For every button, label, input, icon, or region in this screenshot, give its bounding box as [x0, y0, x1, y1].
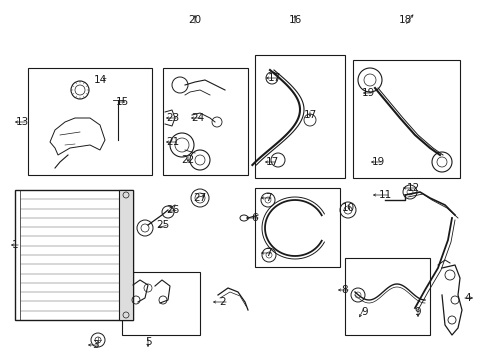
- Bar: [163, 68, 247, 175]
- Text: 25: 25: [156, 220, 169, 230]
- Text: 3: 3: [92, 340, 98, 350]
- Bar: [15, 190, 133, 320]
- Text: 9: 9: [361, 307, 367, 317]
- Text: 27: 27: [193, 193, 206, 203]
- Text: 7: 7: [264, 193, 271, 203]
- Text: 17: 17: [265, 157, 278, 167]
- Text: 8: 8: [341, 285, 347, 295]
- Text: 21: 21: [166, 137, 179, 147]
- Text: 24: 24: [191, 113, 204, 123]
- Text: 19: 19: [361, 88, 374, 98]
- Text: 22: 22: [181, 155, 194, 165]
- Text: 17: 17: [267, 73, 280, 83]
- Text: 18: 18: [398, 15, 411, 25]
- Bar: [28, 68, 152, 175]
- Bar: [122, 272, 200, 335]
- Text: 10: 10: [341, 203, 354, 213]
- Text: 19: 19: [370, 157, 384, 167]
- Text: 13: 13: [15, 117, 29, 127]
- Text: 7: 7: [264, 248, 271, 258]
- Bar: [254, 55, 345, 178]
- Text: 2: 2: [219, 297, 226, 307]
- Text: 26: 26: [166, 205, 179, 215]
- Text: 6: 6: [251, 213, 258, 223]
- Text: 17: 17: [303, 110, 316, 120]
- Bar: [254, 188, 339, 267]
- Text: 12: 12: [406, 183, 419, 193]
- Text: 1: 1: [12, 240, 18, 250]
- Bar: [119, 190, 133, 320]
- Text: 23: 23: [166, 113, 179, 123]
- Text: 11: 11: [378, 190, 391, 200]
- Text: 14: 14: [93, 75, 106, 85]
- Text: 20: 20: [188, 15, 201, 25]
- Text: 9: 9: [414, 307, 421, 317]
- Text: 16: 16: [288, 15, 301, 25]
- Text: 15: 15: [115, 97, 128, 107]
- Text: 5: 5: [144, 337, 151, 347]
- Bar: [345, 258, 429, 335]
- Bar: [352, 60, 459, 178]
- Text: 4: 4: [464, 293, 470, 303]
